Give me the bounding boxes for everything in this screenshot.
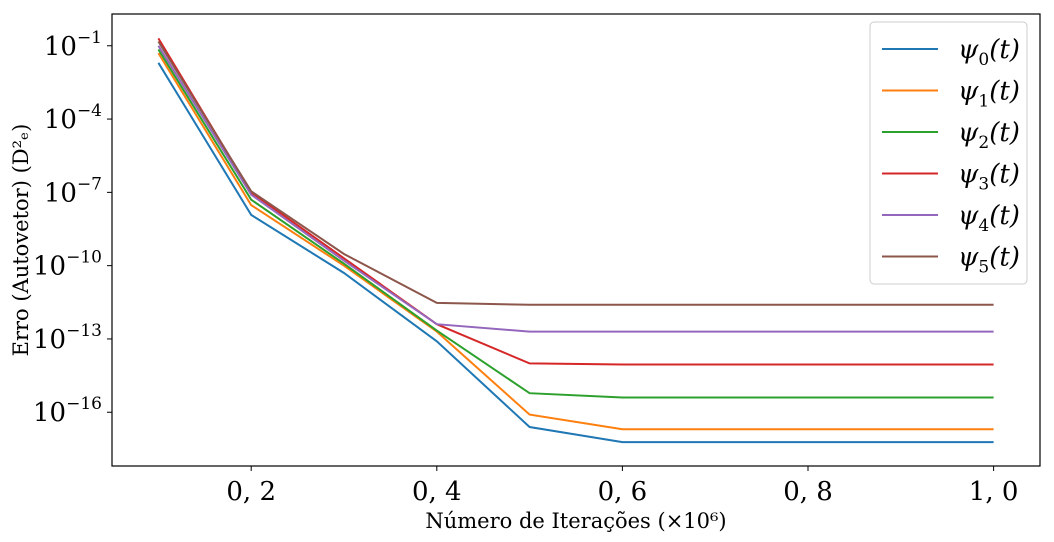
series-line-psi-2 (157, 48, 994, 399)
x-tick-label: 0, 2 (226, 477, 276, 507)
legend-box (869, 21, 1028, 285)
x-axis-label: Número de Iterações (×10⁶) (425, 509, 726, 533)
x-tick-label: 1, 0 (969, 477, 1019, 507)
x-tick-label: 0, 4 (412, 477, 462, 507)
y-axis-label: Erro (Autovetor) (D²ₑ) (9, 124, 33, 357)
series-line-psi-4 (157, 45, 994, 333)
series-line-psi-1 (157, 52, 994, 431)
y-tick-label: 10−16 (33, 394, 102, 428)
plot-area (111, 13, 1041, 467)
legend-entry: ψ5(t) (958, 243, 1020, 278)
legend-entry: ψ0(t) (958, 35, 1020, 70)
x-tick-label: 0, 6 (598, 477, 648, 507)
series-line-psi-5 (157, 40, 994, 306)
series-lines (157, 37, 994, 444)
series-line-psi-3 (157, 37, 994, 366)
y-tick-label: 10−13 (33, 321, 102, 355)
y-tick-label: 10−1 (44, 28, 102, 62)
axis-ticks: 0, 2 0, 4 0, 6 0, 8 1, 0 10−1 10−4 10−7 10−10 10−… (33, 28, 1018, 507)
legend-entry: ψ3(t) (958, 160, 1020, 195)
y-tick-label: 10−10 (33, 248, 102, 282)
x-tick-label: 0, 8 (783, 477, 833, 507)
y-tick-label: 10−7 (44, 174, 102, 208)
legend-entry: ψ1(t) (958, 77, 1020, 112)
series-line-psi-0 (157, 62, 994, 444)
y-tick-label: 10−4 (44, 101, 102, 135)
legend-entry: ψ2(t) (958, 118, 1020, 153)
legend: ψ0(t) ψ1(t) ψ2(t) ψ3(t) ψ4(t) ψ5(t) (869, 21, 1028, 285)
legend-entry: ψ4(t) (958, 201, 1020, 236)
